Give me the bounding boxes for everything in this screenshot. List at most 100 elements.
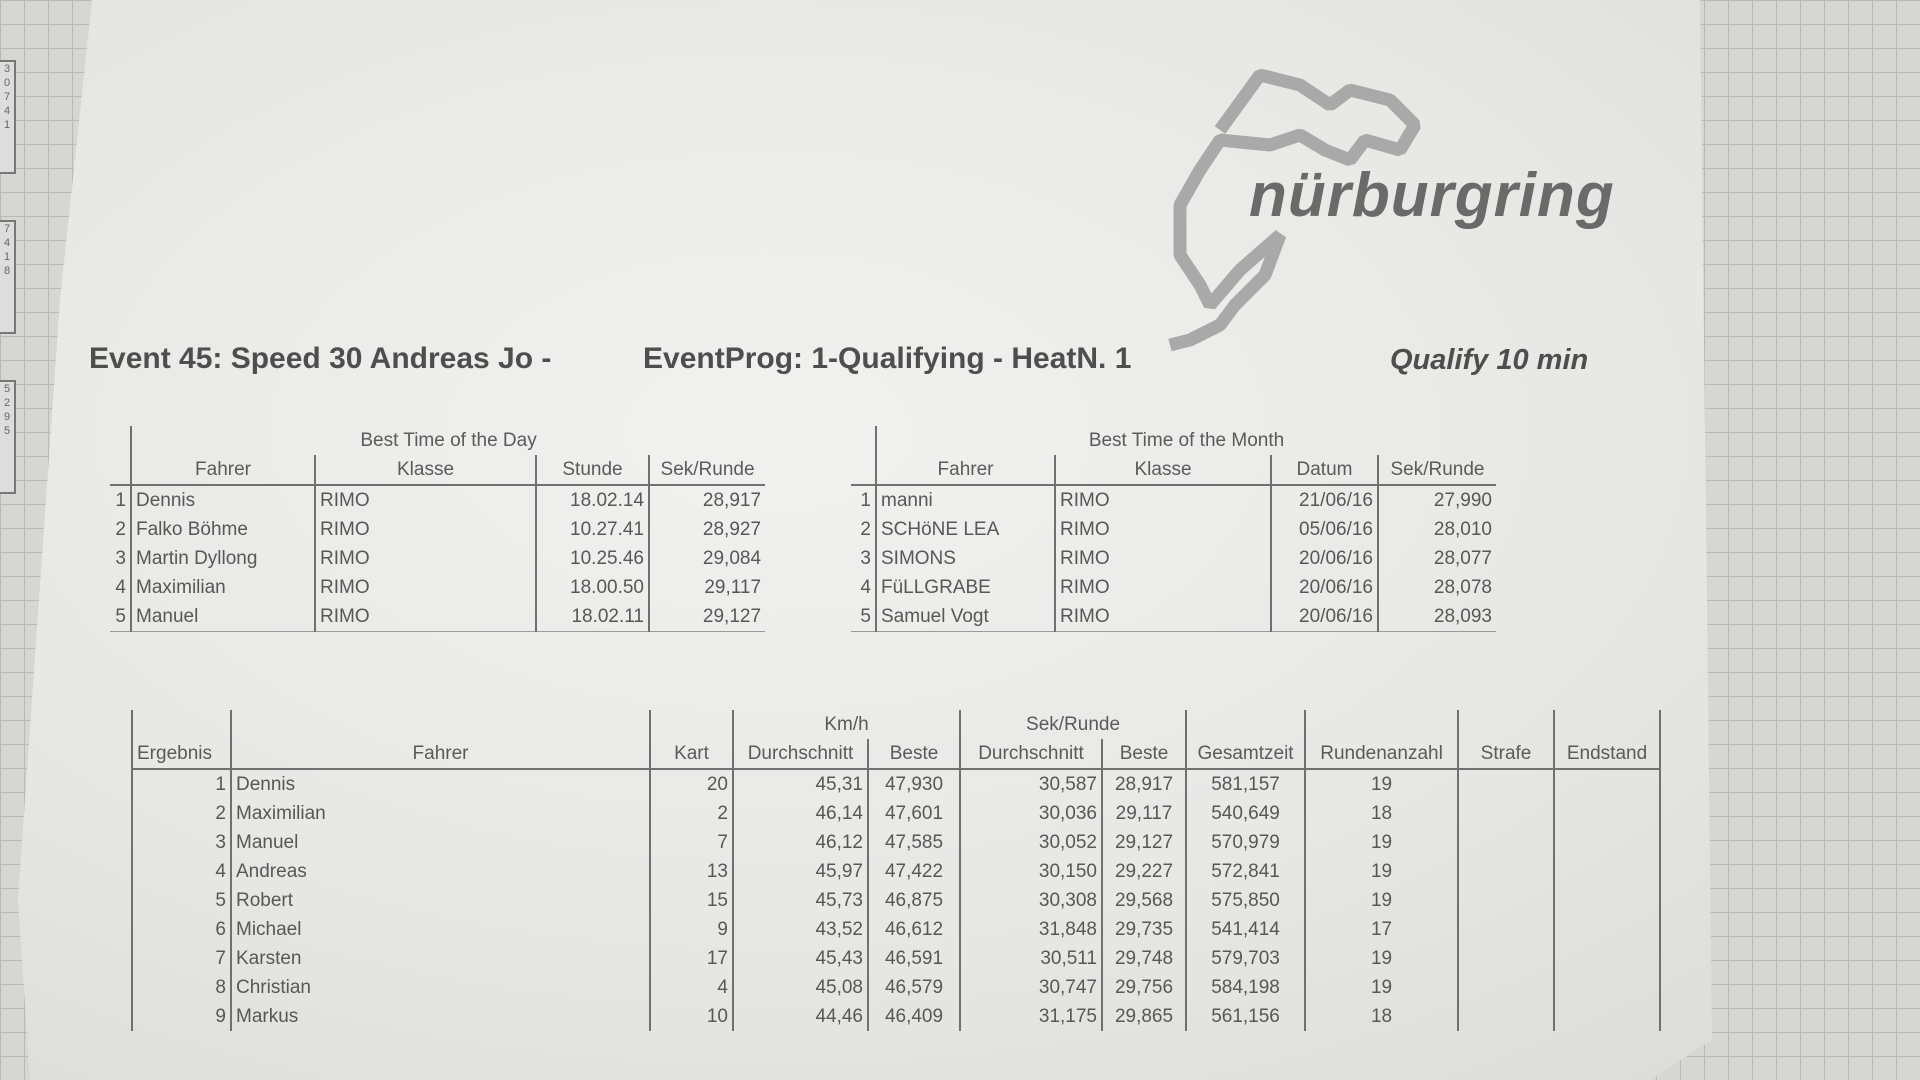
strip-number: 7: [3, 223, 11, 235]
table-cell: 10.25.46: [535, 544, 649, 573]
table-cell: 540,649: [1185, 799, 1306, 828]
table-cell: 44,46: [732, 1002, 868, 1031]
table-cell: 46,612: [866, 915, 961, 944]
strip-number: 3: [3, 63, 11, 75]
empty-cell: [1553, 710, 1662, 739]
column-header: Sek/Runde: [647, 455, 766, 486]
nordschleife-track-logo-icon: [1168, 68, 1421, 352]
strip-number: 2: [3, 397, 11, 409]
table-cell: 29,865: [1101, 1002, 1187, 1031]
table-cell: FüLLGRABE: [875, 573, 1055, 602]
table-cell: 584,198: [1185, 973, 1306, 1002]
table-cell: 6: [131, 915, 231, 944]
table-cell: 30,511: [959, 944, 1103, 973]
table-cell: 3: [115, 548, 126, 569]
column-header: Strafe: [1457, 739, 1555, 770]
table-cell: Markus: [230, 1002, 650, 1031]
empty-cell: [110, 426, 131, 455]
table-cell: 29,127: [1101, 828, 1187, 857]
column-header: Ergebnis: [131, 739, 231, 770]
column-header: Sek/Runde: [1377, 455, 1496, 486]
table-cell: [1457, 915, 1555, 944]
table-row: 1 Dennis 20 45,31 47,930 30,587 28,917 581,157 1…: [131, 769, 1662, 799]
header-row: Fahrer Klasse Stunde Sek/Runde: [110, 455, 766, 486]
table-cell: 18: [1304, 1002, 1459, 1031]
table-cell: 45,43: [732, 944, 868, 973]
table-cell: Manuel: [130, 602, 315, 632]
column-group-header: Km/h: [731, 710, 961, 739]
table-cell: 19: [1304, 944, 1459, 973]
empty-cell: [1304, 710, 1459, 739]
table-cell: 28,927: [647, 515, 766, 544]
table-cell: 47,930: [866, 769, 961, 799]
table-cell: Samuel Vogt: [875, 602, 1055, 632]
table-cell: 20: [649, 769, 733, 799]
table-cell: 2: [860, 519, 871, 540]
table-cell: 46,579: [866, 973, 961, 1002]
table-cell: 8: [131, 973, 231, 1002]
table-row: 4 Maximilian RIMO 18.00.50 29,117: [110, 573, 766, 602]
column-header: Klasse: [1054, 455, 1271, 486]
table-cell: RIMO: [314, 485, 536, 515]
best-time-of-month-table: Best Time of the Month Fahrer Klasse Datum S…: [851, 426, 1496, 632]
strip-number: 5: [3, 425, 11, 437]
table-cell: SIMONS: [875, 544, 1055, 573]
table-cell: [1457, 973, 1555, 1002]
qualify-duration: Qualify 10 min: [1390, 344, 1589, 376]
table-cell: Dennis: [130, 485, 315, 515]
table-cell: 29,227: [1101, 857, 1187, 886]
empty-cell: [110, 455, 131, 486]
strip-number: 8: [3, 265, 11, 277]
table-cell: 15: [649, 886, 733, 915]
table-cell: 13: [649, 857, 733, 886]
table-cell: 579,703: [1185, 944, 1306, 973]
graph-paper-strip: 3 0 7 4 1: [0, 60, 16, 174]
table-cell: 5: [131, 886, 231, 915]
table-row: 7 Karsten 17 45,43 46,591 30,511 29,748 579,703…: [131, 944, 1662, 973]
strip-number: 4: [3, 105, 11, 117]
table-row: 5 Manuel RIMO 18.02.11 29,127: [110, 602, 766, 632]
table-cell: 4: [860, 577, 871, 598]
event-program: EventProg: 1-Qualifying - HeatN. 1: [643, 342, 1132, 375]
nurburgring-logo-text: nürburgring: [1249, 161, 1615, 230]
table-cell: Robert: [230, 886, 650, 915]
table-cell: Manuel: [230, 828, 650, 857]
table-cell: 29,568: [1101, 886, 1187, 915]
table-title-row: Best Time of the Day: [110, 426, 766, 455]
best-time-of-day-table: Best Time of the Day Fahrer Klasse Stunde Se…: [110, 426, 766, 632]
strip-number: 7: [3, 91, 11, 103]
table-row: 1 manni RIMO 21/06/16 27,990: [851, 485, 1496, 515]
table-cell: 19: [1304, 828, 1459, 857]
column-header: Stunde: [535, 455, 649, 486]
column-header: Kart: [649, 739, 733, 770]
table-cell: 31,175: [959, 1002, 1103, 1031]
table-cell: RIMO: [1054, 485, 1271, 515]
table-cell: 30,052: [959, 828, 1103, 857]
table-row: 6 Michael 9 43,52 46,612 31,848 29,735 541,414 1…: [131, 915, 1662, 944]
table-cell: 46,875: [866, 886, 961, 915]
table-cell: 1: [860, 490, 871, 511]
table-cell: RIMO: [314, 573, 536, 602]
table-cell: [1457, 1002, 1555, 1031]
table-cell: 28,093: [1377, 602, 1496, 632]
strip-number: 5: [3, 383, 11, 395]
column-header: Beste: [866, 739, 961, 770]
table-cell: RIMO: [1054, 544, 1271, 573]
table-cell: 30,587: [959, 769, 1103, 799]
table-cell: [1553, 973, 1662, 1002]
table-cell: 30,036: [959, 799, 1103, 828]
table-cell: 575,850: [1185, 886, 1306, 915]
empty-cell: [851, 426, 876, 455]
table-cell: 19: [1304, 973, 1459, 1002]
table-cell: 47,585: [866, 828, 961, 857]
table-cell: 7: [131, 944, 231, 973]
table-cell: 9: [131, 1002, 231, 1031]
table-cell: 29,117: [1101, 799, 1187, 828]
column-header: Endstand: [1553, 739, 1662, 770]
column-header: Klasse: [314, 455, 536, 486]
empty-cell: [1185, 710, 1306, 739]
table-cell: 17: [1304, 915, 1459, 944]
table-cell: 28,917: [1101, 769, 1187, 799]
table-cell: [1553, 828, 1662, 857]
table-cell: 30,150: [959, 857, 1103, 886]
